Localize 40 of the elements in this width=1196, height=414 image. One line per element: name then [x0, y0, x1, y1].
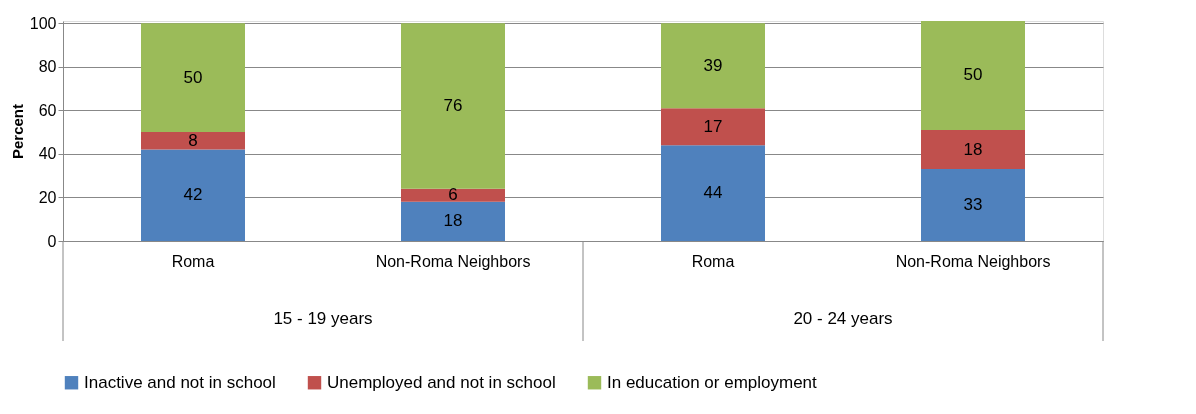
y-tick-label: 0: [47, 232, 57, 250]
y-axis-title: Percent: [8, 103, 26, 160]
text: 20 - 24 years: [793, 309, 893, 328]
data-label: 17: [703, 116, 723, 136]
data-label: 33: [963, 195, 983, 215]
data-label: 18: [443, 211, 463, 231]
data-label: 50: [183, 67, 203, 87]
bar: [401, 201, 505, 241]
data-label: 50: [963, 65, 983, 85]
bar: [141, 149, 245, 241]
x-tick-label: Roma: [171, 252, 215, 270]
legend-label: In education or employment: [607, 372, 818, 392]
bar: [401, 188, 505, 202]
x-tick-label: Roma: [691, 252, 735, 270]
bar: [921, 129, 1025, 170]
bar: [661, 145, 765, 241]
bar: [661, 108, 765, 146]
x-tick-label: Non-Roma Neighbors: [375, 252, 531, 270]
y-tick-label: 40: [38, 145, 57, 163]
y-tick-label: 60: [38, 101, 57, 119]
bar: [401, 23, 505, 189]
data-label: 39: [703, 55, 723, 75]
data-label: 76: [443, 95, 463, 115]
data-label: 44: [703, 183, 723, 203]
y-tick-label: 100: [29, 14, 57, 32]
bar: [921, 21, 1025, 130]
bar: [141, 132, 245, 150]
y-tick-label: 80: [38, 58, 57, 76]
data-label: 18: [963, 139, 983, 159]
data-label: 8: [188, 130, 198, 150]
text: 15 - 19 years: [273, 309, 373, 328]
y-tick-label: 20: [38, 188, 57, 206]
bar: [921, 169, 1025, 241]
x-tick-label: Non-Roma Neighbors: [895, 252, 1051, 270]
data-label: 6: [448, 185, 458, 205]
legend-label: Unemployed and not in school: [327, 372, 556, 392]
legend-label: Inactive and not in school: [84, 372, 276, 392]
bar: [141, 23, 245, 133]
bar: [661, 23, 765, 109]
data-label: 42: [183, 185, 203, 205]
